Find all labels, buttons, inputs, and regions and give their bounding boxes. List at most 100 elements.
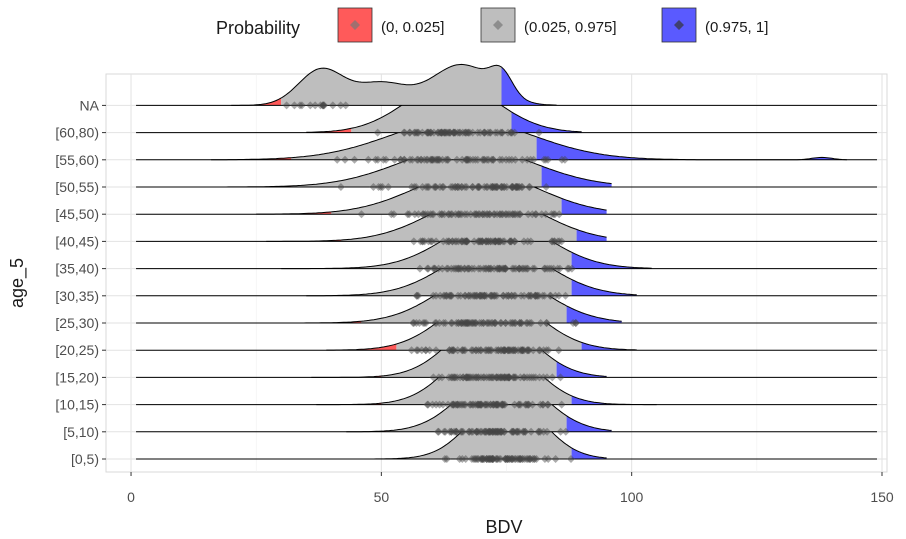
data-point	[462, 237, 471, 246]
data-point	[507, 237, 516, 246]
data-point	[462, 319, 471, 327]
data-point	[461, 183, 469, 191]
data-point	[509, 373, 518, 382]
data-point	[507, 455, 516, 463]
data-point	[419, 210, 428, 219]
data-point	[526, 455, 535, 463]
data-point	[490, 237, 499, 246]
data-point	[434, 427, 443, 436]
data-point	[514, 264, 523, 273]
data-point	[453, 183, 462, 191]
data-point	[462, 373, 470, 382]
data-point	[505, 455, 514, 463]
data-point	[389, 210, 398, 219]
data-point	[461, 237, 470, 246]
data-point	[437, 128, 446, 137]
data-point	[481, 427, 490, 436]
data-point	[412, 291, 421, 300]
data-point	[536, 400, 545, 409]
data-point	[479, 264, 488, 273]
data-point	[499, 291, 508, 300]
data-point	[474, 346, 483, 355]
y-tick-label: [25,30)	[55, 315, 99, 331]
data-point	[436, 183, 444, 191]
data-point	[555, 237, 564, 246]
data-point	[560, 155, 569, 164]
data-point	[544, 400, 553, 409]
data-point	[464, 264, 473, 273]
ridge-tail-high	[501, 67, 557, 106]
data-point	[453, 346, 462, 355]
data-point	[501, 210, 510, 219]
data-point	[440, 210, 449, 219]
ridge-tail-high	[556, 361, 607, 378]
data-point	[571, 319, 580, 327]
data-point	[542, 346, 551, 355]
data-point	[550, 237, 559, 246]
data-point	[477, 400, 486, 409]
data-point	[462, 237, 471, 246]
data-point	[423, 155, 432, 164]
ridge-body	[281, 64, 502, 106]
data-point	[433, 128, 442, 137]
data-point	[438, 210, 446, 219]
data-point	[438, 183, 447, 191]
y-tick-label: [55,60)	[55, 152, 99, 168]
data-point	[454, 264, 463, 273]
data-point	[535, 128, 543, 137]
data-point	[539, 400, 548, 409]
data-point	[445, 210, 453, 219]
data-point	[451, 264, 460, 273]
data-point	[469, 155, 477, 164]
data-point	[476, 400, 485, 409]
data-point	[505, 373, 514, 382]
data-point	[364, 155, 373, 164]
data-point	[373, 155, 382, 164]
data-point	[431, 183, 440, 191]
data-point	[493, 400, 502, 409]
data-point	[320, 101, 329, 110]
data-point	[465, 373, 474, 382]
data-point	[416, 237, 425, 246]
data-point	[415, 264, 424, 273]
data-point	[429, 291, 438, 300]
data-point	[428, 155, 436, 164]
data-point	[428, 237, 437, 246]
data-point	[462, 155, 471, 164]
data-point	[535, 346, 544, 355]
data-point	[527, 291, 536, 300]
data-point	[487, 155, 496, 164]
data-point	[548, 373, 557, 382]
data-point	[423, 128, 432, 137]
data-point	[521, 427, 530, 436]
data-point	[457, 183, 466, 191]
data-point	[463, 155, 472, 164]
ridge-tail-high	[571, 279, 637, 296]
data-point	[528, 455, 537, 463]
data-point	[494, 427, 503, 436]
data-point	[555, 264, 564, 273]
data-point	[501, 264, 510, 273]
data-point	[464, 155, 473, 164]
data-point	[421, 210, 430, 219]
y-tick-label: [15,20)	[55, 369, 99, 385]
data-point	[476, 455, 485, 463]
data-point	[488, 183, 497, 191]
data-point	[465, 427, 473, 436]
data-point	[523, 400, 532, 409]
data-point	[311, 101, 320, 110]
data-point	[478, 455, 487, 463]
data-point	[508, 210, 517, 219]
data-point	[469, 291, 478, 300]
data-point	[523, 373, 532, 382]
data-point	[482, 427, 491, 436]
data-point	[476, 291, 484, 300]
data-point	[449, 346, 458, 355]
data-point	[415, 319, 424, 327]
data-point	[438, 264, 447, 273]
data-point	[555, 210, 564, 219]
data-point	[434, 128, 443, 137]
data-point	[511, 183, 520, 191]
data-point	[488, 455, 497, 463]
data-point	[406, 128, 414, 137]
